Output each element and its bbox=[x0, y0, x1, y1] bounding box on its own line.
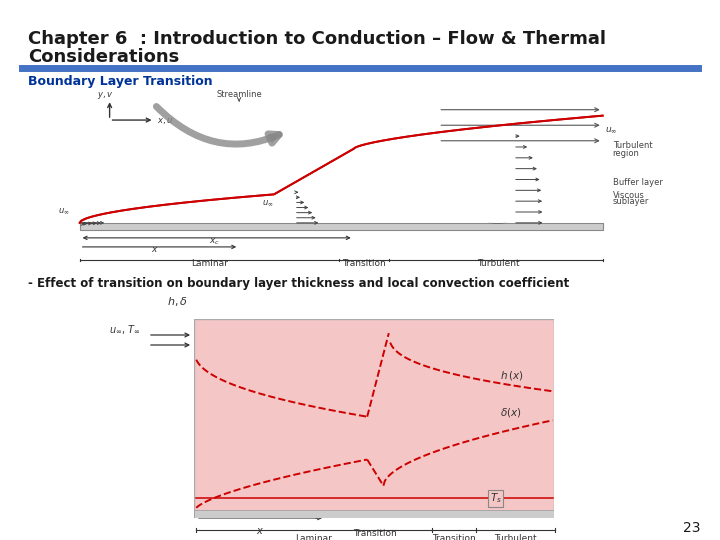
Text: $y, v$: $y, v$ bbox=[97, 90, 114, 101]
Text: Transition: Transition bbox=[353, 529, 397, 538]
Text: 23: 23 bbox=[683, 521, 700, 535]
Text: $u_\infty$: $u_\infty$ bbox=[605, 125, 618, 136]
Text: Turbulent: Turbulent bbox=[494, 534, 536, 540]
Text: sublayer: sublayer bbox=[613, 197, 649, 206]
Text: Laminar: Laminar bbox=[191, 259, 228, 268]
Text: Buffer layer: Buffer layer bbox=[613, 178, 662, 187]
Text: $h, \delta$: $h, \delta$ bbox=[167, 295, 188, 308]
Bar bbox=[80, 223, 603, 230]
Text: Streamline: Streamline bbox=[216, 90, 262, 99]
Text: region: region bbox=[613, 149, 639, 158]
Text: $T_s$: $T_s$ bbox=[490, 491, 502, 505]
Text: $u_\infty$: $u_\infty$ bbox=[262, 198, 274, 208]
Text: Transition: Transition bbox=[432, 534, 476, 540]
Text: Turbulent: Turbulent bbox=[613, 141, 652, 151]
Text: $u_\infty$: $u_\infty$ bbox=[58, 206, 70, 215]
Text: Laminar: Laminar bbox=[296, 534, 333, 540]
Text: Considerations: Considerations bbox=[28, 48, 179, 66]
Text: Boundary Layer Transition: Boundary Layer Transition bbox=[28, 75, 212, 88]
Text: $x_c$: $x_c$ bbox=[308, 510, 320, 522]
FancyArrowPatch shape bbox=[156, 106, 279, 144]
Text: - Effect of transition on boundary layer thickness and local convection coeffici: - Effect of transition on boundary layer… bbox=[28, 277, 570, 290]
Text: $x_c$: $x_c$ bbox=[209, 236, 220, 247]
Text: $u_{\infty},\, T_{\infty}$: $u_{\infty},\, T_{\infty}$ bbox=[109, 324, 141, 336]
Text: $h\,(x)$: $h\,(x)$ bbox=[500, 369, 524, 382]
Text: Transition: Transition bbox=[342, 259, 385, 268]
Text: $x, u$: $x, u$ bbox=[157, 116, 174, 126]
Text: Viscous: Viscous bbox=[613, 191, 644, 200]
Bar bbox=[194, 510, 554, 518]
Text: Turbulent: Turbulent bbox=[477, 259, 519, 268]
Text: $x$: $x$ bbox=[150, 245, 158, 254]
Text: $\delta(x)$: $\delta(x)$ bbox=[500, 406, 522, 419]
Text: Chapter 6  : Introduction to Conduction – Flow & Thermal: Chapter 6 : Introduction to Conduction –… bbox=[28, 30, 606, 48]
Text: $x$: $x$ bbox=[256, 526, 264, 536]
Polygon shape bbox=[80, 116, 603, 223]
